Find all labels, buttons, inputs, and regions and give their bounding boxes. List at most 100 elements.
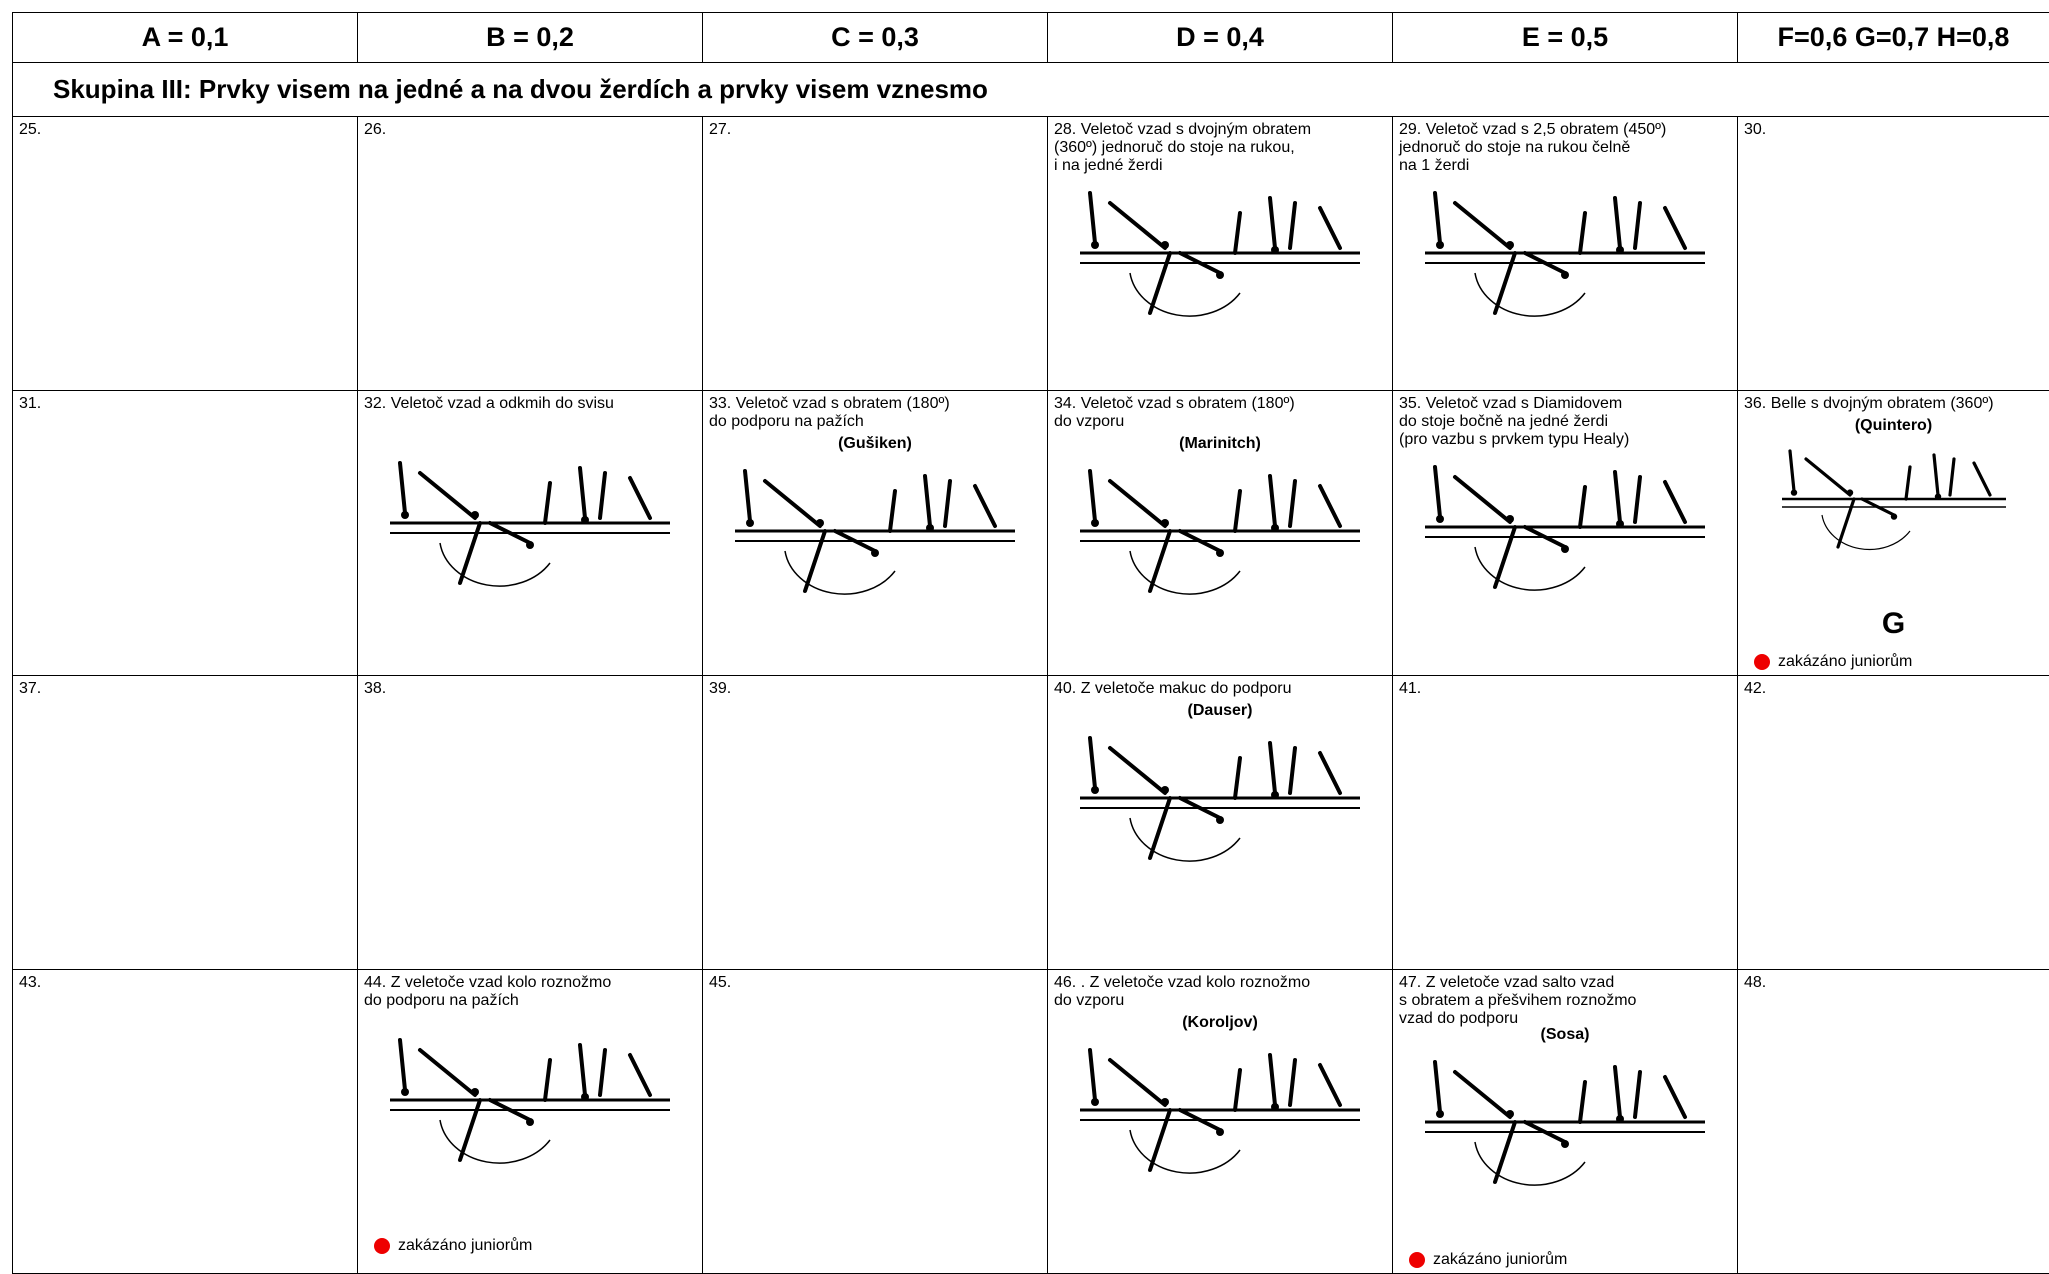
cell-text: do stoje bočně na jedné žerdi [1399,413,1731,431]
illustration [1415,457,1715,607]
illustration [1070,461,1370,611]
illustration [1070,1040,1370,1190]
cell-text: (pro vazbu s prvkem typu Healy) [1399,431,1731,449]
cell-text: 47. Z veletoče vzad salto vzad [1399,974,1731,992]
cell-text: 39. [709,680,1041,698]
illustration [1415,183,1715,333]
cell-text: 31. [19,395,351,413]
cell: 37. [13,676,358,970]
cell-text: 42. [1744,680,2043,698]
header-row: A = 0,1 B = 0,2 C = 0,3 D = 0,4 E = 0,5 … [13,13,2049,63]
cell-text: 48. [1744,974,2043,992]
cell-text: 41. [1399,680,1731,698]
red-dot [1754,654,1770,670]
cell: 41. [1393,676,1738,970]
row: 31. 32. Veletoč vzad a odkmih do svisu 3… [13,391,2049,676]
section-row: Skupina III: Prvky visem na jedné a na d… [13,63,2049,117]
illustration [1070,728,1370,878]
element-name: (Gušiken) [709,435,1041,453]
cell-text: 30. [1744,121,2043,139]
note: zakázáno juniorům [1754,653,1912,671]
note-text: zakázáno juniorům [1433,1251,1567,1269]
note: zakázáno juniorům [374,1237,532,1255]
red-dot [374,1238,390,1254]
cell: 34. Veletoč vzad s obratem (180º)do vzpo… [1048,391,1393,676]
cell-text: s obratem a přešvihem roznožmo [1399,992,1731,1010]
cell-text: 38. [364,680,696,698]
cell-text: 37. [19,680,351,698]
difficulty-grade: G [1738,615,2049,633]
element-name: (Koroljov) [1054,1014,1386,1032]
cell-text: do podporu na pažích [709,413,1041,431]
cell-text: 35. Veletoč vzad s Diamidovem [1399,395,1731,413]
cell: 40. Z veletoče makuc do podporu (Dauser) [1048,676,1393,970]
cell-text: 43. [19,974,351,992]
cell: 29. Veletoč vzad s 2,5 obratem (450º)jed… [1393,117,1738,391]
cell-text: 45. [709,974,1041,992]
illustration [1070,183,1370,333]
cell-text: 36. Belle s dvojným obratem (360º) [1744,395,2043,413]
red-dot [1409,1252,1425,1268]
cell: 33. Veletoč vzad s obratem (180º)do podp… [703,391,1048,676]
section-title: Skupina III: Prvky visem na jedné a na d… [13,63,2049,117]
cell-text: 44. Z veletoče vzad kolo roznožmo [364,974,696,992]
cell: 39. [703,676,1048,970]
column-header: A = 0,1 [13,13,358,63]
note: zakázáno juniorům [1409,1251,1567,1269]
cell: 48. [1738,970,2049,1274]
cell-text: do podporu na pažích [364,992,696,1010]
skill-table: A = 0,1 B = 0,2 C = 0,3 D = 0,4 E = 0,5 … [12,12,2049,1274]
cell-text: 27. [709,121,1041,139]
column-header: E = 0,5 [1393,13,1738,63]
column-header: B = 0,2 [358,13,703,63]
cell-text: do vzporu [1054,413,1386,431]
cell-text: 28. Veletoč vzad s dvojným obratem [1054,121,1386,139]
element-name: (Marinitch) [1054,435,1386,453]
cell: 43. [13,970,358,1274]
element-name: (Quintero) [1744,417,2043,435]
cell: 32. Veletoč vzad a odkmih do svisu [358,391,703,676]
cell-text: i na jedné žerdi [1054,157,1386,175]
cell-text: 33. Veletoč vzad s obratem (180º) [709,395,1041,413]
cell: 30. [1738,117,2049,391]
row: 25. 26. 27. 28. Veletoč vzad s dvojným o… [13,117,2049,391]
cell: 26. [358,117,703,391]
row: 37. 38. 39. 40. Z veletoče makuc do podp… [13,676,2049,970]
cell-text: 25. [19,121,351,139]
cell: 28. Veletoč vzad s dvojným obratem(360º)… [1048,117,1393,391]
cell: 31. [13,391,358,676]
element-name: (Sosa) [1399,1026,1731,1044]
illustration [380,453,680,603]
cell-text: jednoruč do stoje na rukou čelně [1399,139,1731,157]
cell-text: 46. . Z veletoče vzad kolo roznožmo [1054,974,1386,992]
cell: 45. [703,970,1048,1274]
cell: 27. [703,117,1048,391]
cell-text: 34. Veletoč vzad s obratem (180º) [1054,395,1386,413]
cell-text: 32. Veletoč vzad a odkmih do svisu [364,395,696,413]
cell-text: 40. Z veletoče makuc do podporu [1054,680,1386,698]
cell-text: na 1 žerdi [1399,157,1731,175]
cell-text: do vzporu [1054,992,1386,1010]
cell-text: (360º) jednoruč do stoje na rukou, [1054,139,1386,157]
column-header: D = 0,4 [1048,13,1393,63]
note-text: zakázáno juniorům [398,1237,532,1255]
illustration [1415,1052,1715,1202]
cell: 25. [13,117,358,391]
column-header: F=0,6 G=0,7 H=0,8 [1738,13,2049,63]
note-text: zakázáno juniorům [1778,653,1912,671]
column-header: C = 0,3 [703,13,1048,63]
cell-text: 29. Veletoč vzad s 2,5 obratem (450º) [1399,121,1731,139]
cell: 42. [1738,676,2049,970]
illustration [725,461,1025,611]
cell: 38. [358,676,703,970]
illustration [1754,443,2034,563]
illustration [380,1030,680,1180]
element-name: (Dauser) [1054,702,1386,720]
cell: 36. Belle s dvojným obratem (360º) (Quint… [1738,391,2049,676]
